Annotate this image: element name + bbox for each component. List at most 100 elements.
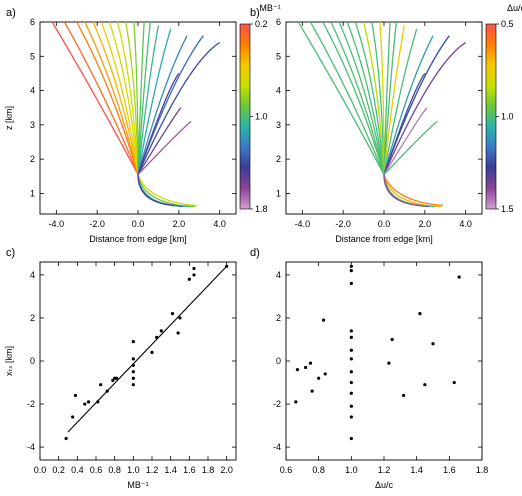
scatter-point: [387, 361, 391, 365]
scatter-point: [349, 348, 353, 352]
trajectory-line: [383, 73, 426, 175]
y-tick-label: -4: [273, 442, 281, 452]
trajectory-line: [108, 22, 139, 175]
y-tick-label: 3: [276, 120, 281, 130]
trajectory-line: [137, 28, 172, 175]
x-axis-label: Distance from edge [km]: [89, 234, 187, 244]
scatter-point: [349, 357, 353, 361]
x-tick-label: 0.4: [71, 465, 84, 475]
plot-area: [297, 22, 467, 208]
y-tick-label: 4: [30, 86, 35, 96]
trajectory-line: [51, 22, 139, 175]
trajectory-line: [137, 120, 192, 176]
y-tick-label: 4: [276, 270, 281, 280]
trajectory-line: [137, 25, 160, 175]
panel-label: a): [6, 7, 16, 19]
scatter-point: [150, 350, 154, 354]
panel-d: d) 0.6 0.8 1.0 1.2 1.4 1.6 1.8 -4 -2 0 2 4 Δu/c: [250, 247, 488, 490]
y-tick-label: 1: [276, 188, 281, 198]
y-tick-label: 6: [276, 17, 281, 27]
trajectory-line: [92, 22, 139, 175]
scatter-point: [310, 389, 314, 393]
x-tick-label: 2.0: [220, 465, 233, 475]
x-tick-label: 0.0: [378, 219, 391, 229]
scatter-point: [111, 378, 115, 382]
colorbar-tick-label: 0.2: [255, 19, 268, 29]
scatter-point: [304, 365, 308, 370]
colorbar-tick-label: 1.8: [255, 204, 268, 214]
trajectory-line: [137, 107, 182, 175]
scatter-point: [64, 436, 68, 441]
y-tick-label: 4: [276, 86, 281, 96]
scatter-point: [321, 318, 326, 322]
x-tick-label: 4.0: [213, 219, 226, 229]
panel-c: c) 0.0 0.2 0.4 0.6 0.8 1.0 1.2 1.4 1.6 1.8 2.0 -4 -2 0…: [4, 247, 237, 490]
trajectory-line: [76, 22, 139, 175]
trajectory-line: [100, 22, 139, 175]
trajectory-line: [383, 35, 434, 175]
colorbar-label: Δu/c: [507, 3, 522, 13]
x-tick-label: -4.0: [49, 219, 65, 229]
plot-area: [64, 264, 229, 441]
x-tick-label: 1.6: [443, 465, 456, 475]
trajectory-line: [383, 174, 442, 208]
scatter-point: [349, 335, 353, 339]
colorbar: 0.5 1.0 1.5 Δu/c: [485, 3, 522, 214]
scatter-point: [71, 415, 75, 419]
x-tick-label: -4.0: [295, 219, 311, 229]
trajectory-line: [137, 174, 198, 207]
x-axis-label: MB⁻¹: [127, 480, 148, 490]
y-tick-label: -4: [27, 442, 35, 452]
trajectory-line: [297, 22, 385, 175]
x-tick-label: 0.0: [34, 465, 47, 475]
x-tick-label: 4.0: [459, 219, 472, 229]
x-tick-label: 1.0: [345, 465, 358, 475]
x-tick-label: -2.0: [335, 219, 351, 229]
scatter-point: [323, 372, 327, 376]
y-tick-label: -2: [27, 399, 35, 409]
colorbar-tick-label: 0.5: [501, 19, 514, 29]
scatter-point: [390, 337, 394, 342]
panel-label: d): [250, 247, 260, 259]
trajectory-line: [133, 22, 139, 175]
scatter-point: [96, 400, 100, 404]
y-tick-label: 1: [30, 188, 35, 198]
y-tick-label: 3: [30, 120, 35, 130]
trajectory-line: [383, 120, 438, 176]
scatter-point: [349, 269, 353, 273]
scatter-point: [423, 383, 427, 387]
colorbar-gradient: [485, 23, 497, 210]
x-tick-label: 0.8: [312, 465, 325, 475]
trajectory-line: [137, 73, 180, 175]
scatter-point: [73, 393, 78, 398]
y-tick-label: 5: [276, 51, 281, 61]
trajectory-line: [137, 22, 145, 175]
trajectory-line: [137, 35, 188, 175]
trajectory-line: [338, 22, 385, 175]
y-tick-label: 2: [276, 154, 281, 164]
trajectory-line: [383, 174, 421, 207]
colorbar: 0.2 1.0 1.8 MB⁻¹: [239, 3, 281, 214]
trajectory-line: [63, 22, 139, 175]
scatter-point: [86, 400, 91, 404]
y-tick-label: 2: [276, 313, 281, 323]
scatter-point: [159, 329, 163, 333]
x-tick-label: -2.0: [89, 219, 105, 229]
scatter-point: [192, 266, 196, 271]
x-tick-label: 2.0: [173, 219, 186, 229]
scatter-point: [105, 389, 109, 393]
y-tick-label: 0: [30, 356, 35, 366]
trajectory-line: [137, 42, 221, 175]
scatter-point: [83, 402, 87, 406]
plot-area: [51, 22, 221, 208]
trajectory-line: [116, 22, 139, 175]
x-tick-label: 1.8: [476, 465, 489, 475]
y-tick-label: 2: [30, 154, 35, 164]
scatter-point: [131, 376, 135, 380]
x-tick-label: 1.4: [410, 465, 423, 475]
trajectory-line: [137, 174, 175, 207]
x-tick-label: 0.6: [90, 465, 103, 475]
scatter-point: [131, 340, 135, 344]
scatter-point: [349, 380, 353, 385]
